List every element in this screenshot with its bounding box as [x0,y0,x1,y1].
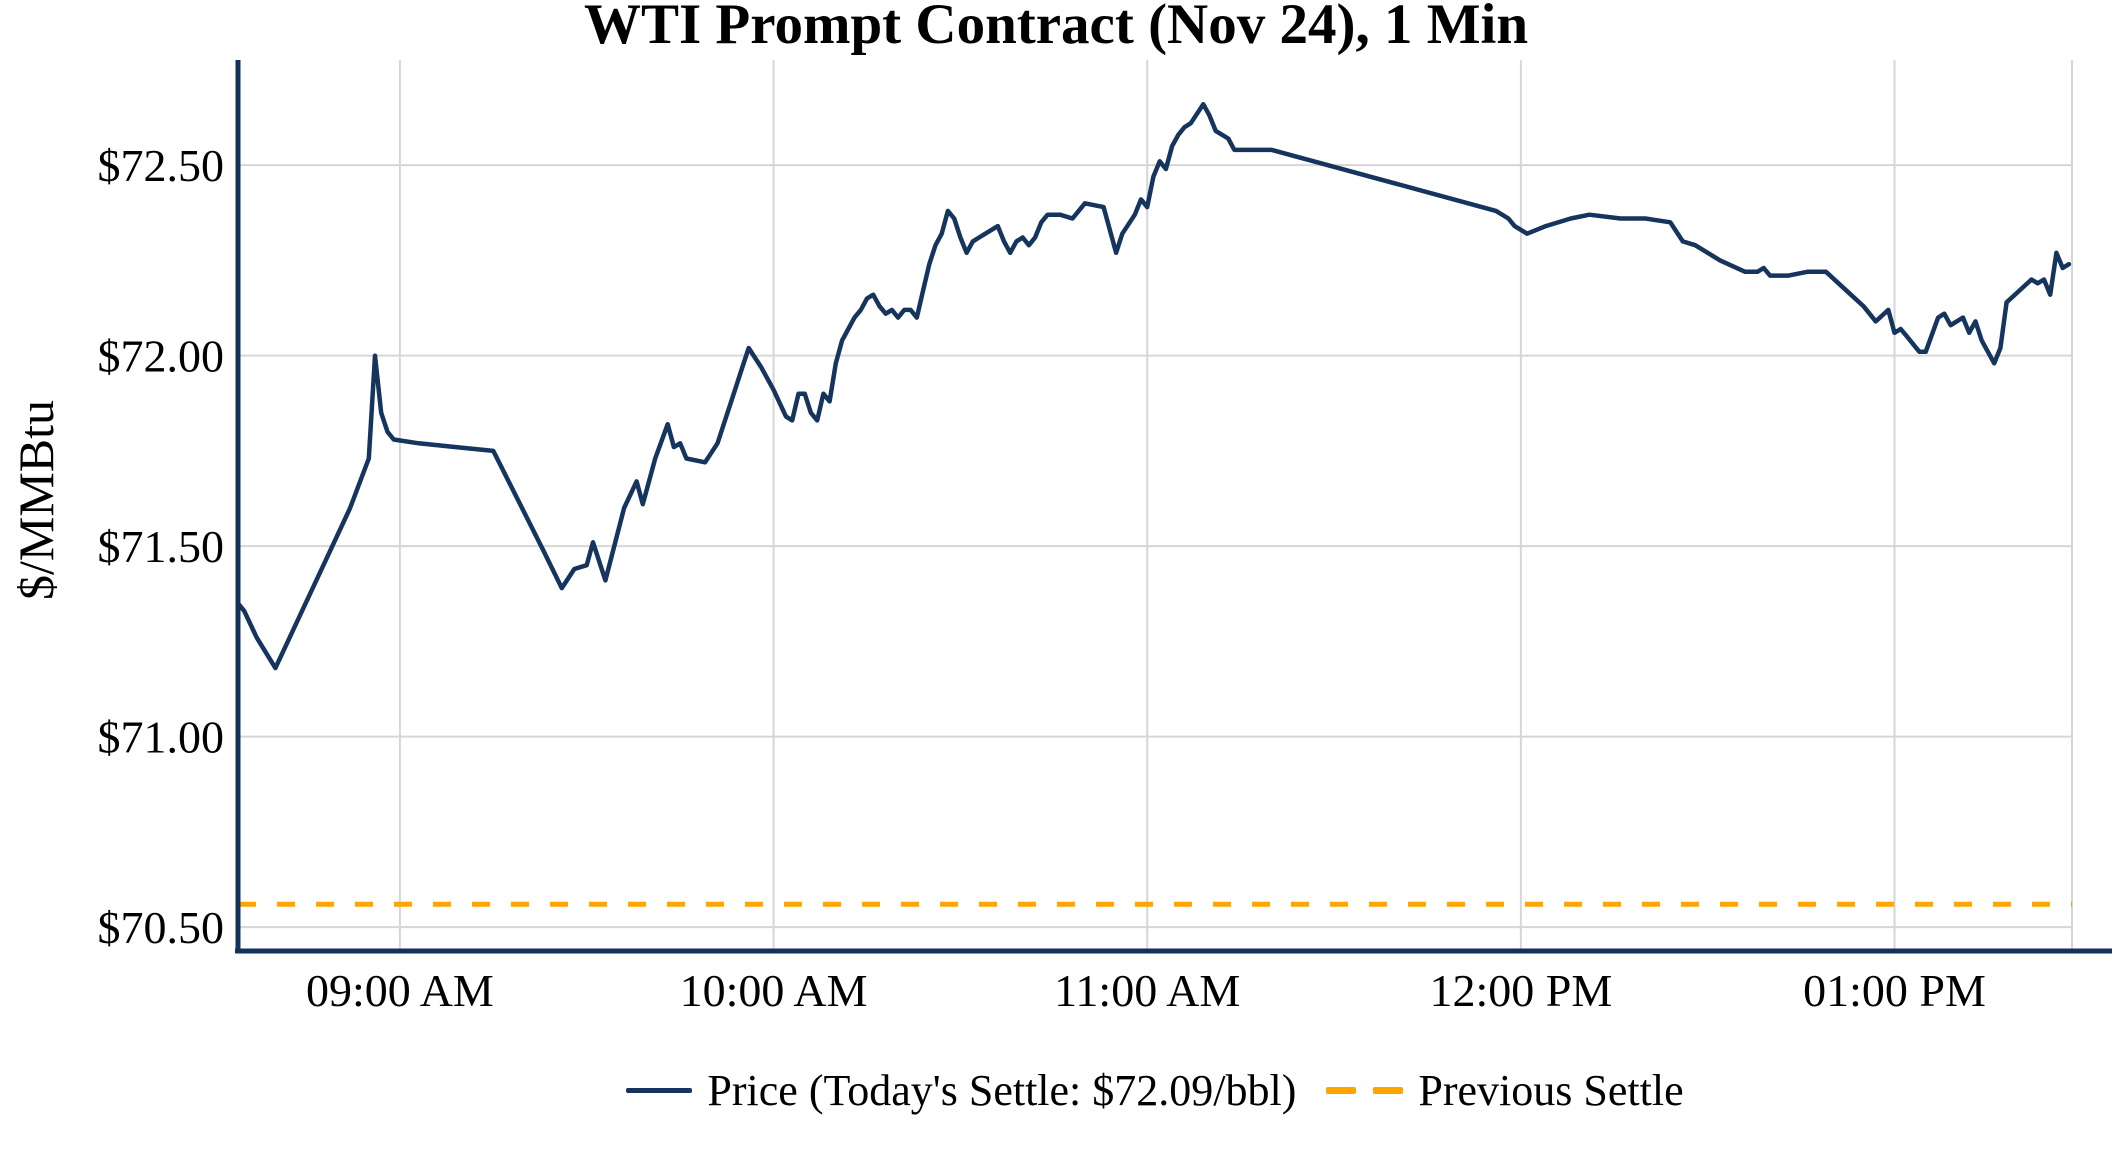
dash-icon [1373,1086,1404,1094]
y-tick-label: $72.50 [98,140,225,191]
x-tick-label: 12:00 PM [1429,965,1612,1016]
legend-price-label: Price (Today's Settle: $72.09/bbl) [707,1065,1297,1115]
legend: Price (Today's Settle: $72.09/bbl) Previ… [238,1054,2072,1126]
legend-previous-settle-label: Previous Settle [1418,1065,1684,1115]
previous-settle-swatch [1326,1086,1404,1094]
x-tick-label: 01:00 PM [1803,965,1986,1016]
x-tick-label: 09:00 AM [306,965,494,1016]
y-tick-label: $72.00 [98,331,225,382]
x-tick-label: 11:00 AM [1054,965,1240,1016]
y-tick-label: $71.50 [98,521,225,572]
dash-icon [1326,1086,1357,1094]
price-line-swatch [626,1087,693,1093]
y-tick-label: $70.50 [98,902,225,953]
price-line [235,101,2072,671]
x-tick-label: 10:00 AM [680,965,868,1016]
chart-title: WTI Prompt Contract (Nov 24), 1 Min [583,0,1529,56]
y-tick-label: $71.00 [98,712,225,763]
